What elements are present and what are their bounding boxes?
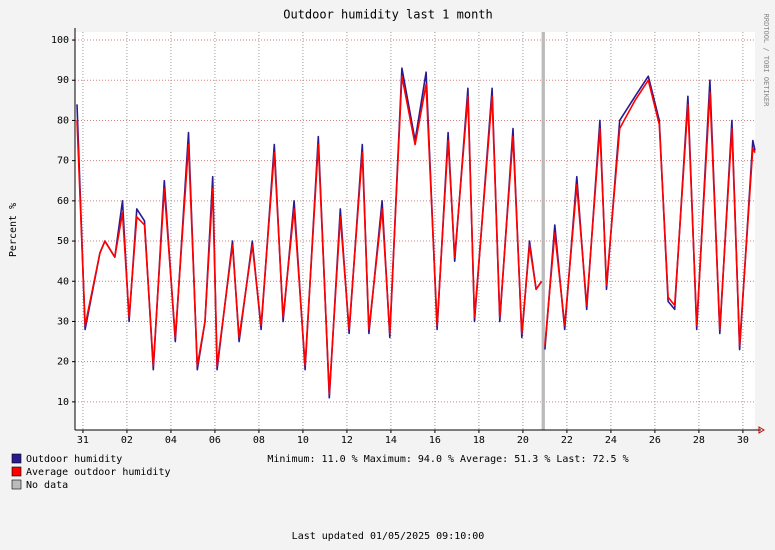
footer: Last updated 01/05/2025 09:10:00 bbox=[292, 531, 485, 542]
legend-label: No data bbox=[26, 480, 68, 491]
x-tick-label: 26 bbox=[649, 435, 661, 446]
x-tick-label: 08 bbox=[253, 435, 265, 446]
y-tick-label: 20 bbox=[57, 357, 69, 368]
no-data-band bbox=[541, 32, 545, 430]
x-tick-label: 10 bbox=[297, 435, 309, 446]
x-tick-label: 14 bbox=[385, 435, 397, 446]
y-tick-label: 90 bbox=[57, 75, 69, 86]
chart-title: Outdoor humidity last 1 month bbox=[283, 8, 493, 22]
y-tick-label: 10 bbox=[57, 397, 69, 408]
x-tick-label: 18 bbox=[473, 435, 485, 446]
x-tick-label: 20 bbox=[517, 435, 529, 446]
x-tick-label: 30 bbox=[737, 435, 749, 446]
x-tick-label: 06 bbox=[209, 435, 221, 446]
axis-arrow bbox=[758, 426, 765, 434]
legend-label: Average outdoor humidity bbox=[26, 467, 171, 478]
y-tick-label: 50 bbox=[57, 236, 69, 247]
plot-area bbox=[75, 32, 755, 430]
y-tick-label: 30 bbox=[57, 316, 69, 327]
stats: Minimum: 11.0 % Maximum: 94.0 % Average:… bbox=[267, 454, 628, 465]
legend-swatch bbox=[11, 479, 22, 490]
x-tick-label: 12 bbox=[341, 435, 353, 446]
x-tick-label: 24 bbox=[605, 435, 617, 446]
side-text: RRDTOOL / TOBI OETIKER bbox=[762, 14, 770, 108]
legend-label: Outdoor humidity bbox=[26, 454, 122, 465]
x-tick-label: 22 bbox=[561, 435, 573, 446]
y-tick-label: 60 bbox=[57, 196, 69, 207]
y-tick-label: 100 bbox=[51, 35, 69, 46]
x-tick-label: 04 bbox=[165, 435, 177, 446]
series-line bbox=[76, 75, 756, 395]
y-axis-label: Percent % bbox=[8, 203, 19, 257]
legend-swatch bbox=[11, 453, 22, 464]
x-tick-label: 02 bbox=[121, 435, 133, 446]
y-tick-label: 40 bbox=[57, 276, 69, 287]
x-tick-label: 16 bbox=[429, 435, 441, 446]
legend-swatch bbox=[11, 466, 22, 477]
x-tick-label: 28 bbox=[693, 435, 705, 446]
y-tick-label: 80 bbox=[57, 115, 69, 126]
x-tick-label: 31 bbox=[77, 435, 89, 446]
y-tick-label: 70 bbox=[57, 156, 69, 167]
